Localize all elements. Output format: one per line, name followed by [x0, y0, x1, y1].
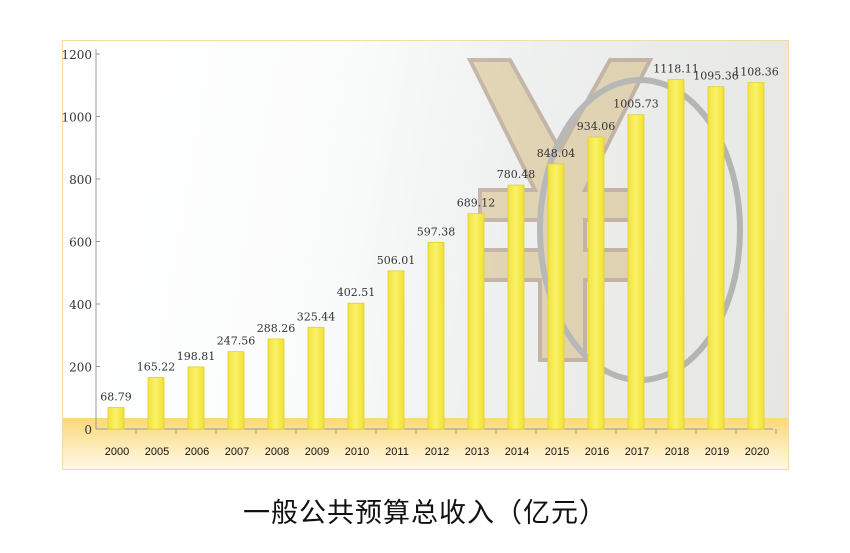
bar-2016: [587, 136, 605, 430]
x-tick-label-2019: 2019: [705, 446, 729, 458]
data-label-2015: 848.04: [537, 147, 576, 160]
bar-2017: [627, 114, 645, 430]
bar-2013: [467, 213, 485, 430]
data-label-2005: 165.22: [137, 360, 176, 373]
data-label-2012: 597.38: [417, 225, 456, 238]
y-tick-label: 1000: [61, 111, 92, 125]
y-tick-label: 0: [84, 423, 92, 437]
bar-2012: [427, 241, 445, 430]
y-tick-label: 800: [69, 173, 92, 187]
x-tick-label-2005: 2005: [145, 446, 169, 458]
data-label-2007: 247.56: [217, 335, 256, 348]
bar-2009: [307, 326, 325, 430]
x-tick-label-2006: 2006: [185, 446, 209, 458]
x-tick-label-2008: 2008: [265, 446, 289, 458]
data-label-2000: 68.79: [100, 391, 132, 404]
data-label-2017: 1005.73: [613, 98, 659, 111]
x-tick-label-2015: 2015: [545, 446, 569, 458]
data-label-2020: 1108.36: [733, 66, 779, 79]
bar-2014: [507, 184, 525, 430]
bar-2018: [667, 79, 685, 430]
y-tick-label: 200: [69, 361, 92, 375]
y-tick-label: 1200: [61, 48, 92, 62]
bar-2010: [347, 302, 365, 430]
y-tick-label: 400: [69, 298, 92, 312]
bar-2020: [747, 82, 765, 430]
x-tick-label-2007: 2007: [225, 446, 249, 458]
chart-title: 一般公共预算总收入（亿元）: [243, 498, 607, 529]
bar-2007: [227, 351, 245, 430]
bar-2008: [267, 338, 285, 430]
x-tick-label-2012: 2012: [425, 446, 449, 458]
x-tick-label-2009: 2009: [305, 446, 329, 458]
data-label-2009: 325.44: [297, 310, 336, 323]
x-tick-label-2016: 2016: [585, 446, 609, 458]
data-label-2016: 934.06: [577, 120, 616, 133]
x-tick-label-2018: 2018: [665, 446, 689, 458]
data-label-2018: 1118.11: [653, 63, 699, 76]
x-tick-label-2013: 2013: [465, 446, 489, 458]
x-tick-label-2020: 2020: [745, 446, 769, 458]
x-tick-label-2011: 2011: [385, 446, 409, 458]
axis-band: [63, 418, 788, 469]
data-label-2019: 1095.36: [693, 70, 739, 83]
x-tick-label-2000: 2000: [105, 446, 129, 458]
data-label-2006: 198.81: [177, 350, 216, 363]
bar-2006: [187, 366, 205, 430]
bar-2015: [547, 163, 565, 430]
data-label-2011: 506.01: [377, 254, 416, 267]
bar-2019: [707, 86, 725, 430]
x-tick-label-2010: 2010: [345, 446, 369, 458]
bar-2005: [147, 376, 165, 430]
x-tick-label-2014: 2014: [505, 446, 529, 458]
data-label-2008: 288.26: [257, 322, 296, 335]
data-label-2013: 689.12: [457, 197, 496, 210]
bar-2000: [107, 407, 125, 430]
bar-2011: [387, 270, 405, 430]
y-tick-label: 600: [69, 236, 92, 250]
data-label-2010: 402.51: [337, 286, 376, 299]
x-tick-label-2017: 2017: [625, 446, 649, 458]
data-label-2014: 780.48: [497, 168, 536, 181]
